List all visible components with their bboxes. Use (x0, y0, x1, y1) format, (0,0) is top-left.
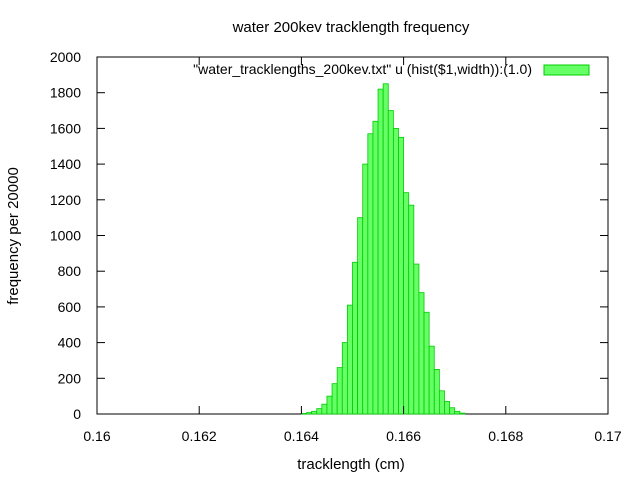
y-tick-label: 1600 (50, 120, 81, 136)
y-axis: 0 200 400 600 800 1000 1200 1400 1600 1800 2000 (50, 49, 608, 422)
y-tick-label: 800 (58, 263, 82, 279)
histogram-bar (403, 192, 410, 415)
legend: "water_tracklengths_200kev.txt" u (hist(… (193, 61, 590, 77)
legend-label: "water_tracklengths_200kev.txt" u (hist(… (193, 61, 532, 77)
y-tick-label: 200 (58, 370, 82, 386)
histogram-bar (357, 217, 364, 415)
histogram-bar (352, 261, 359, 415)
histogram-bar (459, 412, 466, 415)
histogram-bar (423, 311, 430, 415)
x-tick-label: 0.17 (594, 428, 621, 444)
histogram-bar (433, 368, 440, 415)
histogram-bar (306, 412, 313, 415)
histogram-bar (367, 133, 374, 415)
y-tick-label: 0 (73, 406, 81, 422)
y-tick-label: 2000 (50, 49, 81, 65)
histogram-bar (392, 127, 399, 415)
y-tick-label: 400 (58, 335, 82, 351)
histogram-bar (341, 342, 348, 415)
x-tick-label: 0.162 (182, 428, 217, 444)
histogram-bar (418, 292, 425, 415)
x-tick-label: 0.16 (83, 428, 110, 444)
bars-group (300, 83, 466, 415)
histogram-bar (382, 83, 389, 415)
x-axis-label: tracklength (cm) (297, 456, 405, 473)
histogram-bar (408, 204, 415, 415)
histogram-bar (444, 401, 450, 415)
histogram-bar (387, 110, 394, 415)
histogram-bar (300, 413, 307, 415)
y-tick-label: 600 (58, 299, 82, 315)
y-axis-label: frequency per 20000 (5, 167, 22, 305)
histogram-bar (346, 304, 353, 415)
y-tick-label: 1200 (50, 192, 81, 208)
x-axis: 0.16 0.162 0.164 0.166 0.168 0.17 (83, 57, 622, 444)
histogram-bar (398, 136, 404, 415)
histogram-bar (311, 410, 318, 415)
histogram-bar (449, 407, 456, 415)
histogram-bar (413, 263, 420, 415)
chart-title: water 200kev tracklength frequency (232, 19, 470, 36)
legend-swatch (543, 64, 590, 76)
x-tick-label: 0.166 (386, 428, 421, 444)
histogram-bar (438, 390, 445, 415)
histogram-bar (336, 367, 343, 415)
y-tick-label: 1400 (50, 156, 81, 172)
histogram-bar (428, 345, 435, 415)
y-tick-label: 1800 (50, 85, 81, 101)
histogram-bar (331, 383, 338, 415)
histogram-bar (454, 410, 461, 415)
x-tick-label: 0.164 (284, 428, 319, 444)
histogram-bar (316, 408, 323, 415)
histogram-bar (321, 403, 328, 415)
histogram-bar (377, 88, 384, 415)
x-tick-label: 0.168 (488, 428, 523, 444)
histogram-bar (326, 395, 333, 415)
histogram-bar (372, 120, 379, 415)
histogram-bar (362, 163, 369, 415)
y-tick-label: 1000 (50, 228, 81, 244)
